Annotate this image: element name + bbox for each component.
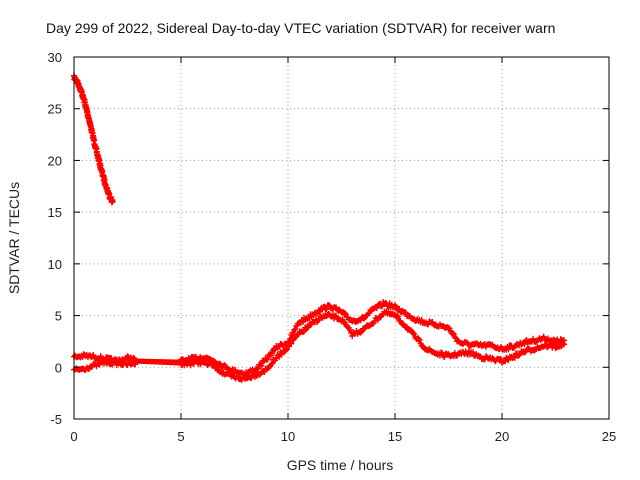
data-point [132, 361, 139, 368]
data-point [93, 363, 100, 370]
data-point [357, 317, 364, 324]
data-point [347, 326, 354, 333]
x-axis-label: GPS time / hours [287, 457, 394, 473]
data-point [451, 334, 458, 341]
y-tick-label: 10 [48, 257, 62, 272]
ticks [73, 56, 610, 420]
data-point [360, 315, 367, 322]
y-tick-label: 0 [55, 360, 62, 375]
data-point [323, 306, 330, 313]
data-point [124, 353, 131, 360]
grid [74, 57, 609, 419]
data-point [341, 310, 348, 317]
x-tick-label: 15 [388, 429, 402, 444]
tick-labels: 0 5 10 15 20 25 -5 0 5 10 15 20 25 30 [48, 50, 617, 444]
y-tick-label: 5 [55, 309, 62, 324]
chart-title: Day 299 of 2022, Sidereal Day-to-day VTE… [46, 20, 555, 36]
x-tick-label: 10 [281, 429, 295, 444]
data-point [316, 308, 323, 315]
data-point [396, 305, 403, 312]
data-point [299, 329, 306, 336]
data-point [395, 313, 402, 320]
data-point [301, 328, 308, 335]
y-tick-label: 25 [48, 102, 62, 117]
data-point [213, 362, 220, 369]
data-point [441, 354, 448, 361]
data-point [292, 326, 299, 333]
data-point [561, 341, 568, 348]
data-point [450, 331, 457, 338]
data-point [410, 330, 417, 337]
y-axis-label: SDTVAR / TECUs [6, 182, 22, 294]
data-point [340, 318, 347, 325]
data-point [288, 340, 295, 347]
data-point [446, 325, 453, 332]
data-point [282, 347, 289, 354]
data-point [470, 349, 477, 356]
y-tick-label: -5 [50, 412, 62, 427]
x-tick-label: 20 [495, 429, 509, 444]
x-tick-label: 5 [177, 429, 184, 444]
data-point [394, 313, 401, 320]
data-point [449, 329, 456, 336]
y-tick-label: 20 [48, 153, 62, 168]
x-tick-label: 25 [602, 429, 616, 444]
data-point [105, 357, 112, 364]
data-point [294, 331, 301, 338]
data-point [216, 360, 223, 367]
data-point [333, 313, 340, 320]
data-point [268, 360, 275, 367]
y-tick-label: 30 [48, 50, 62, 65]
data-point [393, 303, 400, 310]
data-point [313, 318, 320, 325]
data-point [402, 309, 409, 316]
plot-frame [73, 56, 610, 420]
data-point [342, 311, 349, 318]
data-point [268, 350, 275, 357]
data-point [264, 356, 271, 363]
data-point [560, 340, 567, 347]
data-point [290, 330, 297, 337]
data-point [505, 346, 512, 353]
data-point [439, 349, 446, 356]
x-tick-label: 0 [70, 429, 77, 444]
data-point [109, 198, 116, 205]
data-point [258, 362, 265, 369]
data-point [511, 354, 518, 361]
data-point [415, 335, 422, 342]
data-point [232, 367, 239, 374]
plot-area [71, 72, 568, 383]
data-point [305, 324, 312, 331]
data-point [411, 330, 418, 337]
data-point [392, 302, 398, 309]
data-point [416, 336, 423, 343]
data-point [90, 352, 97, 359]
data-point [521, 341, 528, 348]
y-tick-label: 15 [48, 205, 62, 220]
